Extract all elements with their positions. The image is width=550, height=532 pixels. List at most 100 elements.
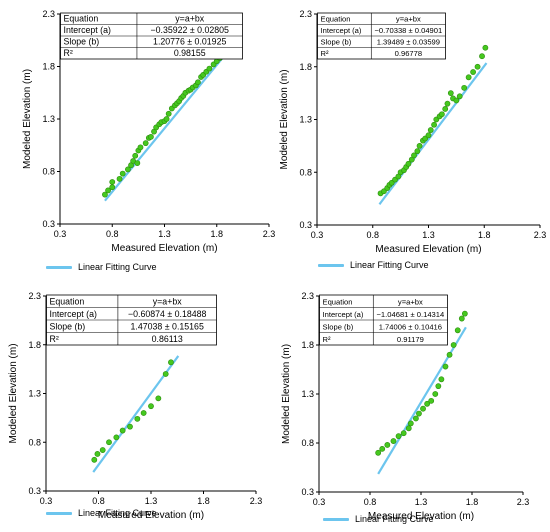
data-point [165,110,172,117]
y-tick-label: 2.3 [301,291,314,301]
data-point [155,395,162,402]
legend-label: Linear Fitting Curve [78,262,157,272]
data-point [91,456,98,463]
data-point [461,310,468,317]
data-point [119,427,126,434]
legend-line-swatch [46,511,72,515]
data-point [411,152,417,159]
stats-label: Equation [321,15,351,24]
chart-panel-2: 0.3 0.8 1.3 1.8 2.3 0.3 0.8 1.3 1.8 2.3 Measured E… [279,9,547,255]
y-tick-label: 1.3 [299,115,312,125]
data-point [461,84,468,91]
data-point [438,376,445,383]
data-point [456,93,463,100]
stats-value: 0.96778 [395,49,422,58]
legend-label: Linear Fitting Curve [355,514,434,524]
data-point [106,439,112,446]
data-point [479,53,485,60]
data-point [206,65,213,72]
x-tick-label: 2.3 [250,496,263,506]
data-point [99,447,106,453]
x-tick-label: 2.3 [517,497,530,507]
x-tick-label: 1.3 [422,230,435,240]
data-point [442,106,449,112]
x-axis-title: Measured Elevation (m) [98,510,204,521]
stats-value: y=a+bx [175,14,204,24]
data-point [390,438,397,444]
stats-value: 1.47038 ± 0.15165 [131,322,204,332]
data-point [458,315,465,322]
data-point [424,400,431,407]
stats-label: Intercept (a) [64,25,111,35]
data-point [384,442,391,448]
stats-value: 1.39489 ± 0.03599 [377,38,440,47]
y-tick-label: 0.3 [299,220,312,230]
data-point [442,363,449,370]
chart-panel-1: 0.3 0.8 1.3 1.8 2.3 0.3 0.8 1.3 1.8 2.3 Measured E… [22,9,275,254]
data-point [405,425,412,432]
x-tick-label: 1.8 [197,496,210,506]
data-point [438,111,445,118]
x-tick-label: 1.8 [466,497,479,507]
data-point [125,166,131,173]
x-tick-label: 1.8 [210,229,223,239]
x-tick-label: 1.3 [145,496,158,506]
data-point [102,191,108,198]
x-tick-label: 0.3 [54,229,67,239]
data-point [395,433,402,440]
stats-value: −0.35922 ± 0.02805 [150,25,229,35]
data-point [474,63,481,70]
scatter-points [91,359,174,463]
stats-label: Equation [323,298,353,307]
stats-label: Equation [50,297,85,307]
data-point [119,170,126,177]
data-point [427,127,434,133]
stats-label: Equation [64,14,99,24]
data-point [375,449,382,456]
x-tick-label: 0.3 [311,230,324,240]
legend-label: Linear Fitting Curve [350,260,429,270]
y-tick-label: 1.8 [42,62,55,72]
x-tick-label: 0.3 [313,497,326,507]
y-tick-label: 0.8 [28,437,41,447]
x-axis-title: Measured Elevation (m) [375,244,481,255]
regression-stats-table: Equation y=a+bx Intercept (a) −1.04681 ± 0.… [319,294,448,346]
stats-label: Intercept (a) [323,310,364,319]
x-tick-label: 0.8 [366,230,379,240]
stats-label: R² [321,49,329,58]
x-axis-title: Measured Elevation (m) [368,511,474,522]
data-point [482,44,489,51]
x-tick-label: 0.8 [106,229,119,239]
legend: Linear Fitting Curve [46,508,157,518]
stats-value: y=a+bx [153,297,182,307]
y-tick-label: 0.8 [299,167,312,177]
data-point [140,410,147,416]
x-tick-label: 1.8 [478,230,491,240]
stats-label: Slope (b) [321,38,352,47]
stats-label: R² [50,334,59,344]
stats-value: 0.98155 [174,48,206,58]
y-axis-title: Modeled Elevation (m) [22,69,33,169]
data-point [420,405,426,412]
data-point [446,351,453,358]
y-axis-title: Modeled Elevation (m) [8,343,19,443]
stats-value: 0.86113 [152,334,183,344]
y-tick-label: 2.3 [42,9,55,19]
axes: 0.3 0.8 1.3 1.8 2.3 0.3 0.8 1.3 1.8 2.3 [28,291,262,506]
data-point [432,391,439,397]
x-tick-label: 2.3 [263,229,275,239]
chart-panel-3: 0.3 0.8 1.3 1.8 2.3 0.3 0.8 1.3 1.8 2.3 Measured E… [8,291,262,521]
data-point [94,451,101,457]
data-point [195,79,201,86]
data-point [127,423,133,430]
data-point [416,142,423,149]
linear-fit-line [104,42,236,202]
data-point [168,359,174,366]
stats-value: 0.91179 [397,335,424,344]
stats-value: 1.20776 ± 0.01925 [153,37,226,47]
y-tick-label: 2.3 [28,291,41,301]
axes: 0.3 0.8 1.3 1.8 2.3 0.3 0.8 1.3 1.8 2.3 [301,291,529,507]
data-point [416,410,422,417]
data-point [428,397,435,404]
x-tick-label: 2.3 [534,230,547,240]
